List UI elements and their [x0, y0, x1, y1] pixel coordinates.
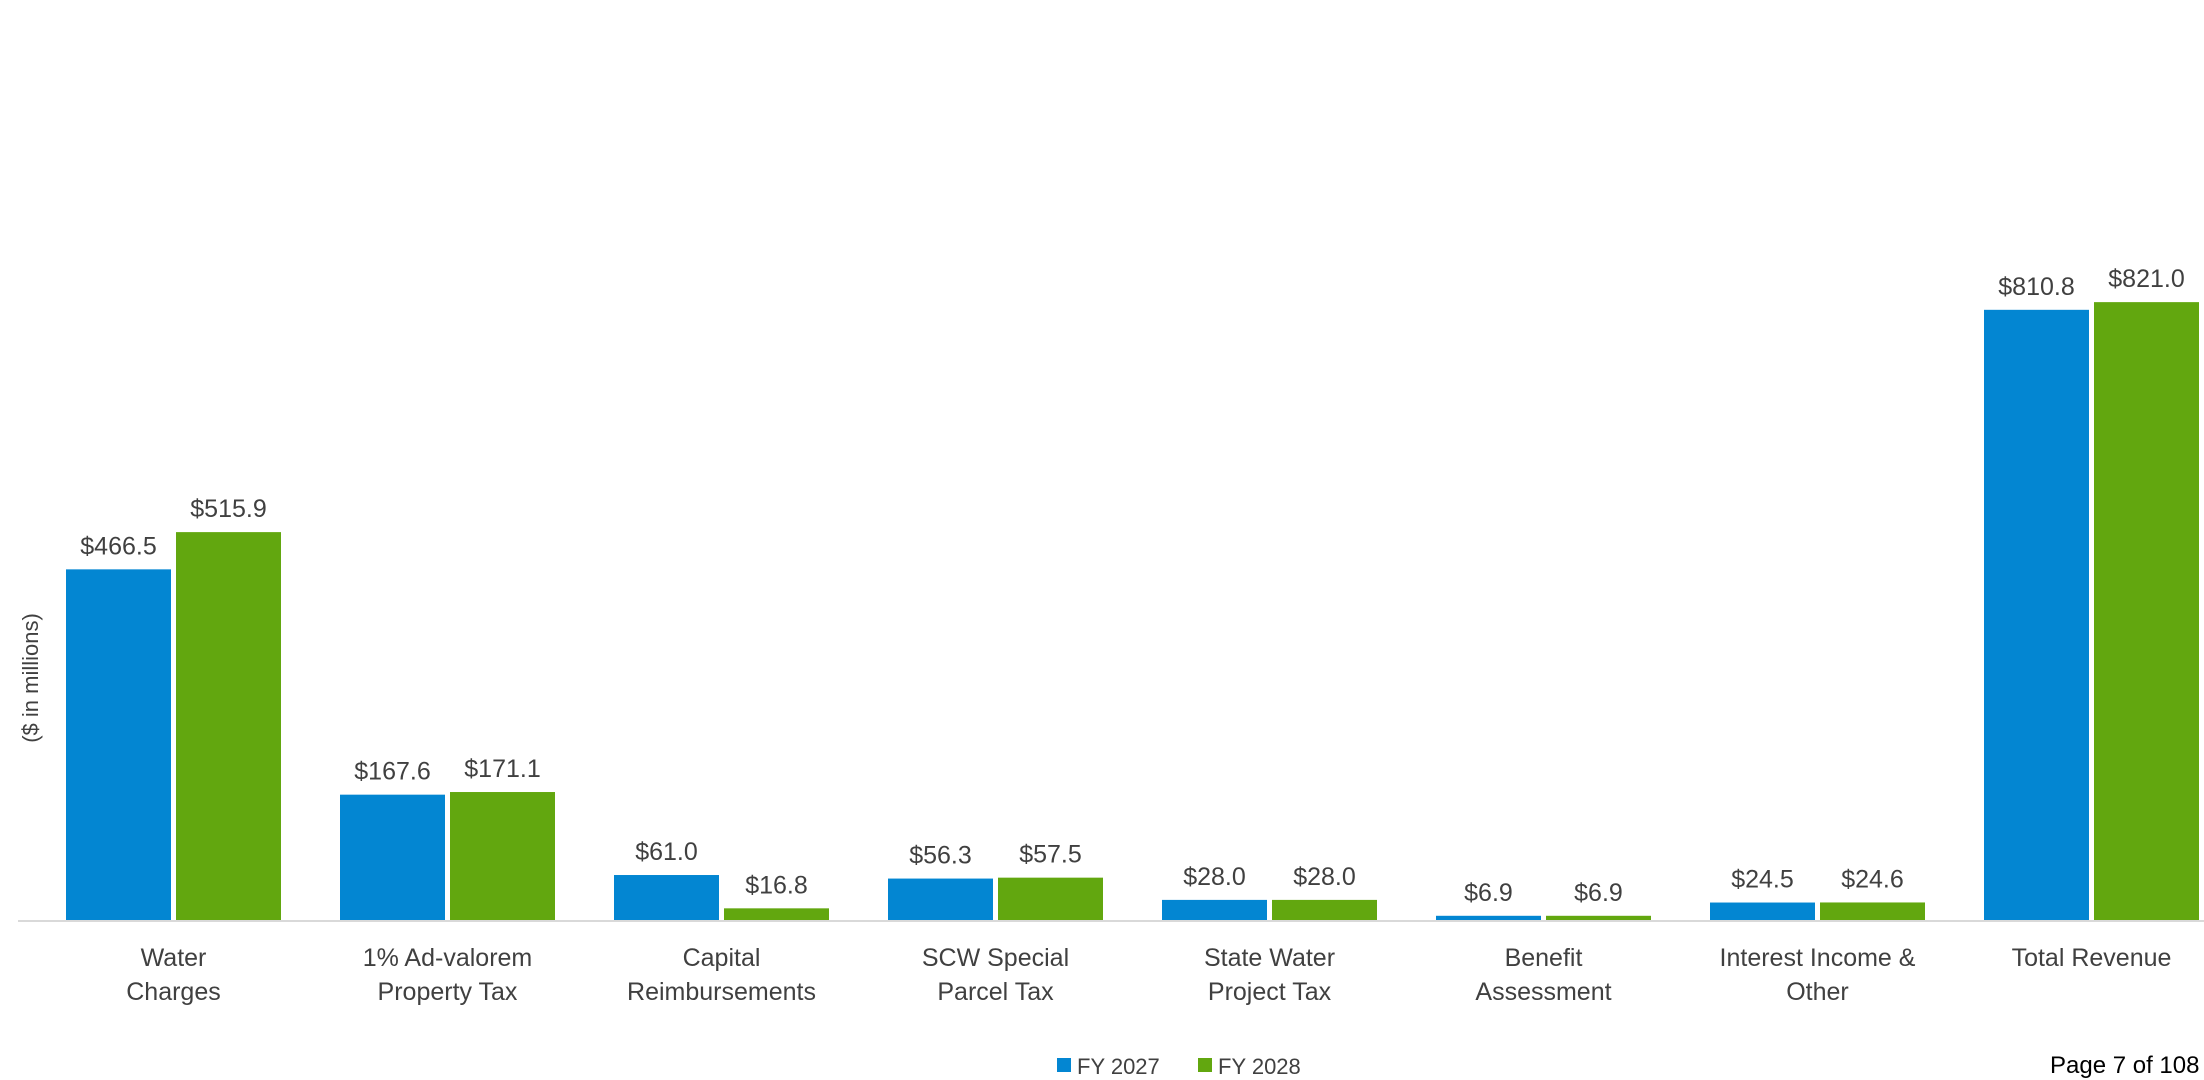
data-label-fy-2028-2: $16.8: [745, 871, 808, 899]
data-label-fy-2028-0: $515.9: [190, 495, 266, 523]
legend: FY 2027 FY 2028: [1057, 1054, 1301, 1078]
bar-fy-2027-1: [340, 794, 445, 921]
bar-fy-2028-2: [724, 908, 829, 921]
category-label-7-line-0: Total Revenue: [2012, 944, 2172, 972]
bar-fy-2027-6: [1710, 902, 1815, 921]
category-label-4-line-0: State Water: [1204, 944, 1335, 972]
data-label-fy-2027-6: $24.5: [1731, 866, 1794, 894]
bar-fy-2028-1: [450, 792, 555, 921]
bar-fy-2027-7: [1984, 309, 2089, 921]
category-label-5-line-0: Benefit: [1505, 944, 1583, 972]
bar-fy-2027-3: [888, 878, 993, 921]
category-label-2-line-0: Capital: [683, 944, 761, 972]
category-label-2-line-1: Reimbursements: [627, 978, 816, 1006]
bar-fy-2028-5: [1546, 915, 1651, 921]
category-label-1-line-1: Property Tax: [378, 978, 518, 1006]
data-label-fy-2027-0: $466.5: [80, 532, 156, 560]
bar-fy-2027-5: [1436, 915, 1541, 921]
bars-group: [66, 302, 2199, 921]
bar-fy-2028-7: [2094, 302, 2199, 921]
y-axis-label: ($ in millions): [18, 613, 43, 743]
page-number: Page 7 of 108: [2050, 1052, 2200, 1079]
data-label-fy-2028-3: $57.5: [1019, 841, 1082, 869]
legend-swatch-fy-2028: [1198, 1058, 1212, 1072]
category-label-6-line-1: Other: [1786, 978, 1849, 1006]
category-label-0-line-1: Charges: [126, 978, 221, 1006]
data-label-fy-2027-3: $56.3: [909, 842, 972, 870]
category-label-0-line-0: Water: [141, 944, 207, 972]
data-label-fy-2027-7: $810.8: [1998, 273, 2074, 301]
data-label-fy-2028-1: $171.1: [464, 755, 540, 783]
data-label-fy-2027-1: $167.6: [354, 758, 430, 786]
category-label-4-line-1: Project Tax: [1208, 978, 1332, 1006]
data-label-fy-2027-2: $61.0: [635, 838, 698, 866]
bar-fy-2027-0: [66, 569, 171, 921]
legend-label-fy-2027: FY 2027: [1077, 1054, 1160, 1078]
category-label-1-line-0: 1% Ad-valorem: [363, 944, 533, 972]
bar-fy-2027-2: [614, 875, 719, 921]
bar-fy-2028-3: [998, 877, 1103, 921]
data-label-fy-2027-5: $6.9: [1464, 879, 1513, 907]
category-label-3-line-0: SCW Special: [922, 944, 1069, 972]
category-label-6-line-0: Interest Income &: [1720, 944, 1916, 972]
bar-fy-2027-4: [1162, 899, 1267, 921]
legend-label-fy-2028: FY 2028: [1218, 1054, 1301, 1078]
data-label-fy-2028-7: $821.0: [2108, 265, 2184, 293]
category-label-5-line-1: Assessment: [1475, 978, 1611, 1006]
bar-fy-2028-0: [176, 532, 281, 921]
value-labels-group: $466.5 $515.9 $167.6 $171.1 $61.0 $16.8 $56.3 $…: [80, 265, 2184, 907]
data-label-fy-2028-6: $24.6: [1841, 865, 1904, 893]
data-label-fy-2028-5: $6.9: [1574, 879, 1623, 907]
bar-fy-2028-6: [1820, 902, 1925, 921]
bar-fy-2028-4: [1272, 899, 1377, 921]
data-label-fy-2028-4: $28.0: [1293, 863, 1356, 891]
category-labels-group: Water Charges 1% Ad-valorem Property Tax Cap…: [126, 944, 2171, 1006]
data-label-fy-2027-4: $28.0: [1183, 863, 1246, 891]
category-label-3-line-1: Parcel Tax: [937, 978, 1054, 1006]
legend-swatch-fy-2027: [1057, 1058, 1071, 1072]
